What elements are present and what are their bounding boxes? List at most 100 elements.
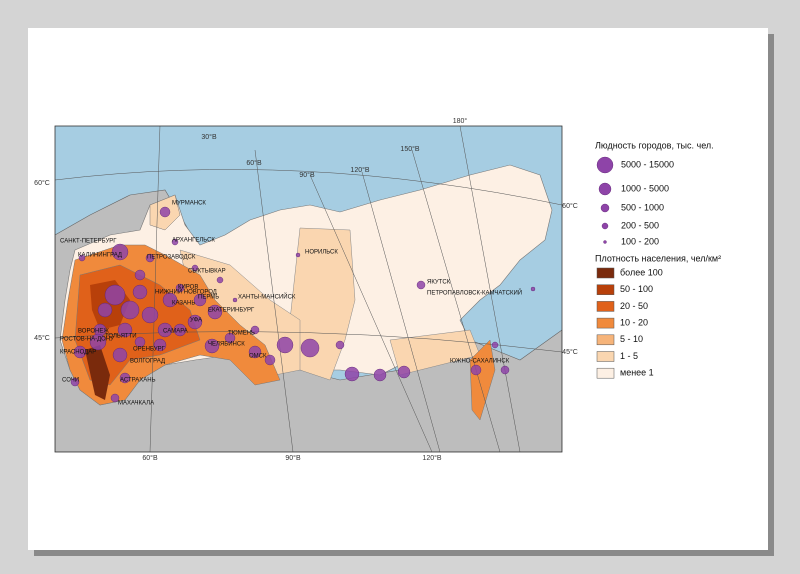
graticule-label: 45°С [34, 334, 50, 342]
legend-label: 10 - 20 [620, 317, 648, 327]
graticule-label: 60°В [142, 454, 158, 462]
city-label: НИЖНИЙ НОВГОРОД [155, 288, 217, 296]
city-dot [216, 276, 224, 284]
city-dot [145, 253, 155, 263]
city-label: ОМСК [249, 354, 267, 360]
city-dot [78, 254, 86, 262]
legend-label: более 100 [620, 267, 663, 277]
city-dot [171, 238, 179, 246]
city-dot [132, 284, 148, 300]
city-label: СОЧИ [62, 378, 79, 384]
legend-label: 1000 - 5000 [621, 183, 669, 193]
city-label: САМАРА [163, 329, 188, 335]
legend-symbol [596, 156, 614, 174]
city-label: ВОЛГОГРАД [130, 359, 165, 365]
city-dot [300, 338, 320, 358]
legend-swatch [596, 367, 615, 379]
city-label: ЕКАТЕРИНБУРГ [208, 308, 255, 314]
sakhalin [469, 339, 496, 421]
city-dot [373, 368, 387, 382]
city-dot [335, 340, 345, 350]
legend-label: 200 - 500 [621, 220, 659, 230]
legend-swatch [596, 317, 615, 329]
legend-label: 100 - 200 [621, 236, 659, 246]
city-label: ВОРОНЕЖ [78, 329, 109, 335]
graticule-label: 60°С [562, 202, 578, 210]
city-dot [295, 252, 301, 258]
region [85, 345, 110, 400]
legend-symbol [598, 182, 612, 196]
city-label: ЮЖНО-САХАЛИНСК [450, 359, 510, 365]
graticule-label: 45°С [562, 348, 578, 356]
graticule-label: 60°С [34, 179, 50, 187]
city-label: МАХАЧКАЛА [118, 401, 154, 407]
graticule-label: 150°В [400, 145, 419, 153]
legend-label: 5 - 10 [620, 334, 643, 344]
city-dot [162, 292, 178, 308]
legend-swatch [596, 351, 615, 362]
city-dot [159, 206, 171, 218]
legend-label: 500 - 1000 [621, 202, 664, 212]
city-label: КРАСНОДАР [60, 350, 96, 356]
city-dot [157, 322, 173, 338]
city-dot [134, 336, 146, 348]
city-label: СЫКТЫВКАР [188, 269, 226, 275]
city-dot [173, 323, 187, 337]
legend-title: Людность городов, тыс. чел. [595, 140, 714, 150]
city-label: ПЕТРОПАВЛОВСК-КАМЧАТСКИЙ [427, 289, 522, 297]
graticule-label: 90°В [285, 454, 301, 462]
city-dot [117, 322, 133, 338]
legend-symbol [603, 240, 607, 244]
city-dot [191, 264, 199, 272]
city-dot [530, 286, 536, 292]
city-dot [175, 283, 185, 293]
city-label: ПЕРМЬ [198, 295, 219, 301]
city-dot [97, 302, 113, 318]
city-dot [120, 300, 140, 320]
city-dot [70, 377, 80, 387]
city-dot [193, 293, 207, 307]
city-dot [141, 306, 159, 324]
graticule-label: 180° [453, 117, 468, 125]
legend-swatch [596, 267, 615, 279]
city-dot [204, 338, 220, 354]
city-dot [276, 336, 294, 354]
city-label: ЯКУТСК [427, 280, 451, 286]
legend-label: 20 - 50 [620, 301, 648, 311]
city-dot [187, 314, 203, 330]
legend-swatch [596, 301, 615, 312]
graticule [55, 126, 562, 452]
city-dot [250, 325, 260, 335]
city-dot [134, 269, 146, 281]
city-label: НОРИЛЬСК [305, 250, 338, 256]
legend-title: Плотность населения, чел/км² [595, 253, 721, 263]
legend-label: 5000 - 15000 [621, 159, 674, 169]
city-dot [470, 364, 482, 376]
city-label: ОРЕНБУРГ [133, 347, 166, 353]
city-dot [110, 393, 120, 403]
city-dot [119, 372, 131, 384]
city-dot [416, 280, 426, 290]
graticule-label: 60°В [246, 159, 262, 167]
city-label: АРХАНГЕЛЬСК [172, 238, 215, 244]
city-dot [232, 297, 238, 303]
graticule-label: 120°В [422, 454, 441, 462]
legend-swatch [596, 334, 615, 346]
graticule-label: 90°В [299, 171, 315, 179]
city-label: РОСТОВ-НА-ДОНУ [60, 337, 114, 343]
city-dot [89, 333, 107, 351]
city-dot [104, 284, 126, 306]
city-label: ТЮМЕНЬ [228, 331, 255, 337]
city-dot [153, 338, 167, 352]
city-dot [248, 345, 262, 359]
city-dot [397, 365, 411, 379]
city-dot [111, 243, 129, 261]
legend-label: 50 - 100 [620, 284, 653, 294]
city-dot [491, 341, 499, 349]
graticule-label: 120°В [350, 166, 369, 174]
city-label: ЧЕЛЯБИНСК [208, 342, 245, 348]
city-dot [73, 345, 87, 359]
legend-symbol [600, 203, 610, 213]
